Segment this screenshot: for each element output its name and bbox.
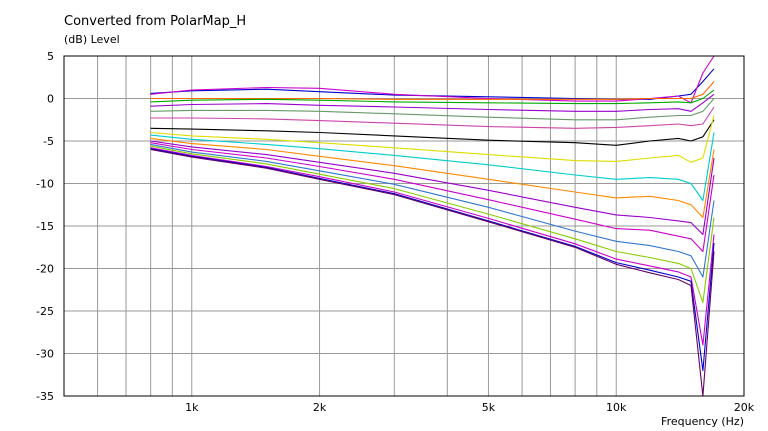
y-tick-label: -25 <box>36 305 54 318</box>
y-tick-label: 0 <box>47 93 54 106</box>
gridlines <box>64 55 744 397</box>
series-line-12 <box>150 140 715 236</box>
series-line-6 <box>150 98 715 121</box>
x-tick-label: 10k <box>606 401 627 414</box>
series-line-7 <box>150 106 715 129</box>
series-lines <box>150 55 715 397</box>
x-axis-label: Frequency (Hz) <box>661 415 744 428</box>
axis-ticks: 5 0 -5 -10 -15 -20 -25 -30 -35 1k 2k 5k 10k 20k <box>36 50 755 414</box>
y-tick-label: 5 <box>47 50 54 63</box>
plot-frame <box>63 55 745 397</box>
chart-title: Converted from PolarMap_H <box>64 14 246 29</box>
y-tick-label: -10 <box>36 178 54 191</box>
series-line-16 <box>150 147 715 346</box>
series-line-3 <box>150 81 715 100</box>
series-line-2 <box>150 55 715 104</box>
y-axis-label: (dB) Level <box>64 33 120 46</box>
y-tick-label: -5 <box>43 135 54 148</box>
y-tick-label: -15 <box>36 220 54 233</box>
series-line-15 <box>150 145 715 304</box>
series-line-17 <box>150 148 715 372</box>
series-line-10 <box>150 132 715 202</box>
series-line-14 <box>150 143 715 278</box>
x-tick-label: 2k <box>313 401 327 414</box>
series-line-5 <box>150 93 715 112</box>
series-line-4 <box>150 89 715 105</box>
y-tick-label: -35 <box>36 390 54 403</box>
x-tick-label: 5k <box>482 401 496 414</box>
series-line-1 <box>150 68 715 100</box>
series-line-9 <box>150 115 715 163</box>
series-line-11 <box>150 137 715 219</box>
series-line-8 <box>150 119 715 146</box>
series-line-13 <box>150 142 715 253</box>
x-tick-label: 20k <box>734 401 755 414</box>
y-tick-label: -20 <box>36 263 54 276</box>
x-tick-label: 1k <box>185 401 199 414</box>
series-line-18 <box>150 148 715 397</box>
y-tick-label: -30 <box>36 348 54 361</box>
